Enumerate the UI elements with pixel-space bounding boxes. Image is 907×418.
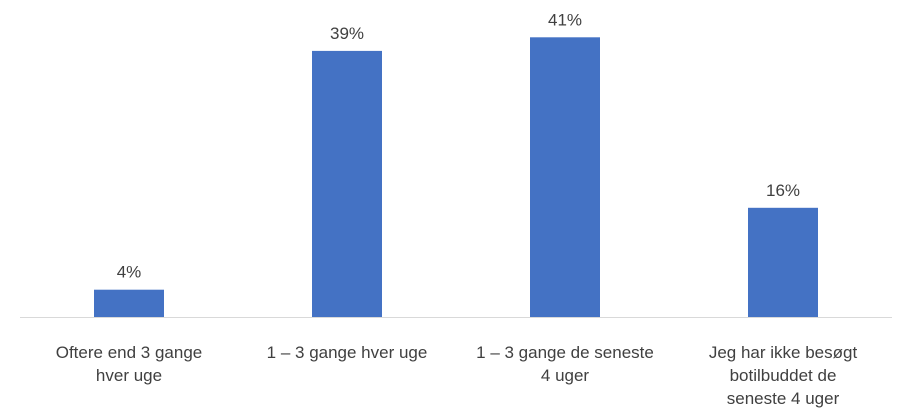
category-label-3: 1 – 3 gange de seneste 4 uger <box>476 343 654 385</box>
bar-4 <box>748 207 818 317</box>
data-label-2: 39% <box>330 24 364 43</box>
data-label-4: 16% <box>766 181 800 200</box>
category-label-2: 1 – 3 gange hver uge <box>267 343 428 362</box>
category-label-1: Oftere end 3 gange hver uge <box>56 343 203 385</box>
data-label-3: 41% <box>548 10 582 29</box>
bar-1 <box>94 289 164 317</box>
bar-2 <box>312 50 382 318</box>
category-label-4: Jeg har ikke besøgt botilbuddet de seneste… <box>709 343 858 408</box>
data-label-1: 4% <box>117 263 142 282</box>
data-labels-group: 4% 39% 41% 16% <box>117 10 800 281</box>
bar-3 <box>530 37 600 318</box>
category-labels-group: Oftere end 3 gange hver uge 1 – 3 gange hv… <box>56 343 858 408</box>
bars-group <box>94 37 818 318</box>
